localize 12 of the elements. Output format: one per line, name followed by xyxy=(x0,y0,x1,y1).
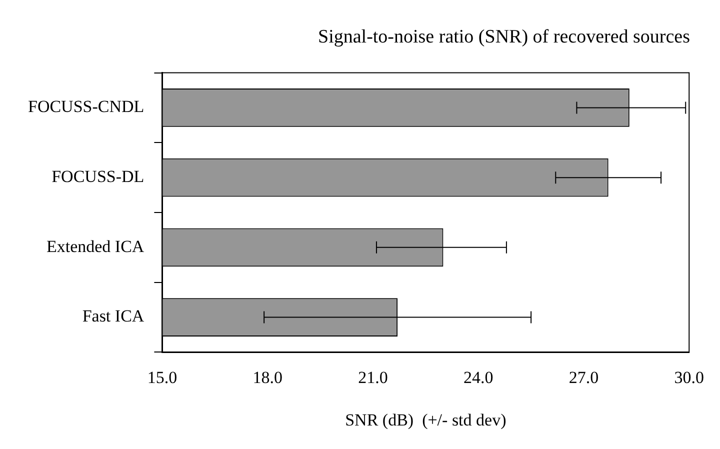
x-tick-label: 15.0 xyxy=(147,368,178,387)
x-tick-label: 27.0 xyxy=(568,368,599,387)
x-tick-label: 18.0 xyxy=(252,368,282,387)
x-tick-label: 30.0 xyxy=(674,368,704,387)
y-tick-label: FOCUSS-CNDL xyxy=(28,97,144,116)
x-axis-title: SNR (dB) (+/- std dev) xyxy=(345,410,506,430)
x-tick-label: 24.0 xyxy=(463,368,494,387)
y-tick-label: Extended ICA xyxy=(46,236,145,256)
chart-title: Signal-to-noise ratio (SNR) of recovered sources xyxy=(318,26,690,48)
x-tick-label: 21.0 xyxy=(358,368,388,387)
y-tick-label: Fast ICA xyxy=(82,306,145,326)
y-tick-label: FOCUSS-DL xyxy=(52,167,144,186)
